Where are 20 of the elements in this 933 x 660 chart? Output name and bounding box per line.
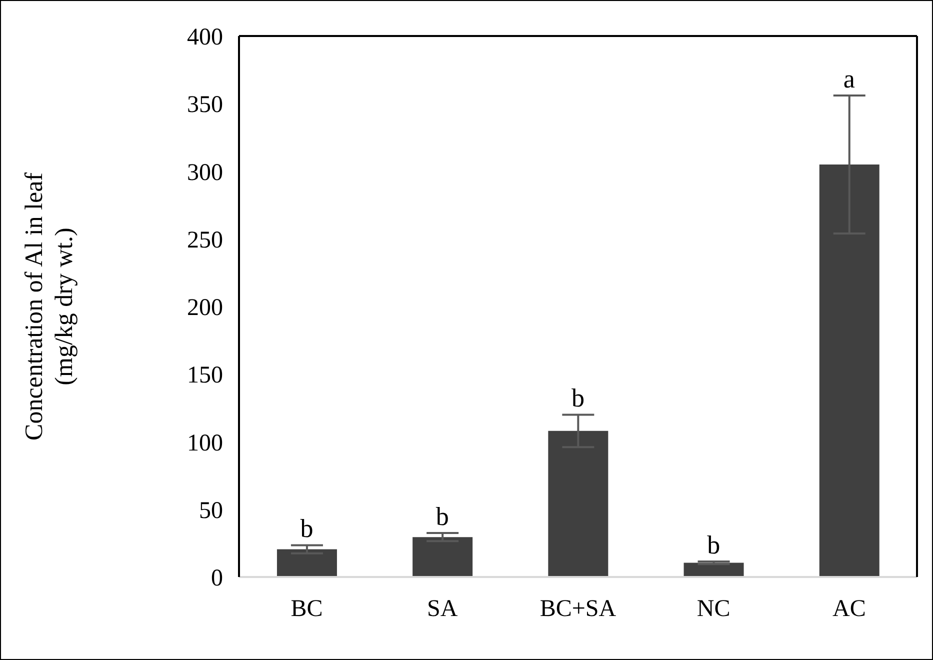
y-tick-label: 200: [187, 295, 223, 322]
y-tick-label: 400: [187, 24, 223, 51]
y-tick-label: 150: [187, 362, 223, 389]
annotation: b: [707, 530, 720, 560]
x-tick-label: BC: [290, 596, 323, 622]
y-tick-label: 300: [187, 160, 223, 186]
annotation: b: [300, 514, 314, 544]
y-tick-label: 0: [211, 566, 223, 592]
x-tick-label: BC+SA: [540, 596, 617, 622]
x-tick-label: SA: [427, 596, 458, 622]
y-tick-label: 50: [199, 498, 223, 524]
y-tick-label: 250: [187, 227, 223, 254]
y-tick-label: 100: [187, 430, 223, 456]
annotation: a: [843, 64, 856, 94]
annotation: b: [572, 384, 584, 413]
annotation: b: [436, 502, 449, 532]
y-axis-title: Concentration of Al in leaf (mg/kg dry wt.): [21, 172, 78, 440]
x-tick-label: AC: [832, 596, 866, 622]
y-tick-label: 350: [187, 92, 223, 118]
x-tick-label: NC: [696, 596, 730, 622]
